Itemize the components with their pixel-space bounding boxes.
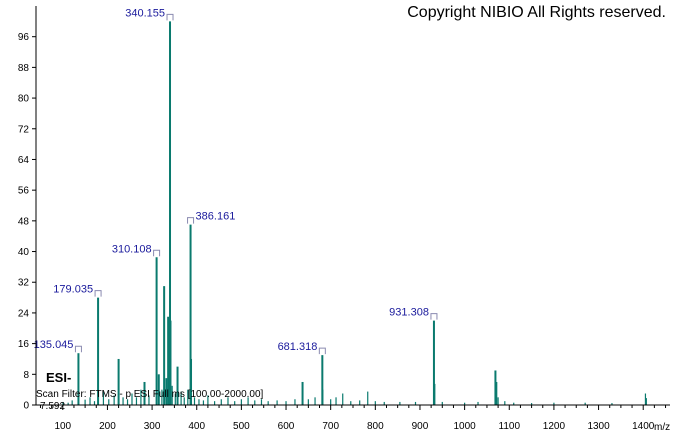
y-tick-label: 32 bbox=[18, 278, 30, 289]
peak-label-bracket bbox=[430, 313, 438, 320]
y-axis: 0 8 16 24 32 40 48 56 64 72 80 88 96 bbox=[18, 6, 37, 412]
y-tick-label: 56 bbox=[18, 186, 30, 197]
x-axis: 100 200 300 400 500 600 700 800 900 1000 1100 1200 1… bbox=[36, 404, 670, 432]
y-tick-label: 64 bbox=[18, 155, 30, 166]
peak-group bbox=[62, 21, 647, 405]
peak-label: 135.045 bbox=[34, 339, 74, 351]
peak-label-bracket bbox=[166, 13, 174, 21]
y-tick-label: 48 bbox=[18, 216, 30, 227]
x-tick-label: 900 bbox=[412, 421, 429, 432]
y-tick-label: 24 bbox=[18, 308, 30, 319]
x-tick-label: 1100 bbox=[499, 421, 521, 432]
peak-label: 681.318 bbox=[278, 341, 318, 353]
x-tick-label: 1000 bbox=[453, 421, 476, 432]
retention-time-label: 7.592 bbox=[40, 401, 66, 412]
x-tick-label: 700 bbox=[322, 421, 339, 432]
peak-label-group: 135.045 179.035 310.108 340.155 386.161 681.3… bbox=[34, 7, 438, 355]
peak-label: 179.035 bbox=[53, 284, 93, 296]
ionization-mode-label: ESI- bbox=[46, 370, 72, 385]
x-tick-label: 100 bbox=[54, 421, 71, 432]
peak-label-bracket bbox=[74, 345, 82, 353]
x-tick-label: 500 bbox=[233, 421, 250, 432]
x-tick-label: 1300 bbox=[587, 421, 610, 432]
y-tick-label: 96 bbox=[18, 32, 30, 43]
y-tick-label: 40 bbox=[18, 247, 30, 258]
peak-label: 931.308 bbox=[389, 307, 429, 319]
x-tick-label: 1200 bbox=[543, 421, 566, 432]
y-tick-label: 8 bbox=[23, 370, 29, 381]
peak-label-bracket bbox=[318, 347, 326, 355]
y-tick-label: 80 bbox=[18, 94, 30, 105]
x-axis-unit-label: m/z bbox=[654, 422, 671, 433]
x-tick-label: 800 bbox=[367, 421, 384, 432]
scan-filter-label: Scan Filter: FTMS - p ESI Full ms [100.0… bbox=[36, 389, 264, 400]
copyright-notice: Copyright NIBIO All Rights reserved. bbox=[407, 4, 666, 21]
x-tick-label: 200 bbox=[99, 421, 116, 432]
peak-label: 340.155 bbox=[125, 7, 165, 19]
peak-label: 386.161 bbox=[196, 211, 236, 223]
y-tick-label: 0 bbox=[23, 401, 29, 412]
peak-label: 310.108 bbox=[112, 243, 152, 255]
x-tick-label: 1400 bbox=[632, 421, 655, 432]
x-tick-label: 600 bbox=[278, 421, 295, 432]
x-tick-label: 400 bbox=[188, 421, 205, 432]
x-tick-label: 300 bbox=[144, 421, 161, 432]
peak-label-bracket bbox=[187, 217, 195, 224]
y-tick-label: 16 bbox=[18, 339, 30, 350]
y-tick-label: 72 bbox=[18, 124, 30, 135]
peak-label-bracket bbox=[94, 290, 102, 297]
y-tick-label: 88 bbox=[18, 63, 30, 74]
peak-label-bracket bbox=[153, 249, 161, 257]
